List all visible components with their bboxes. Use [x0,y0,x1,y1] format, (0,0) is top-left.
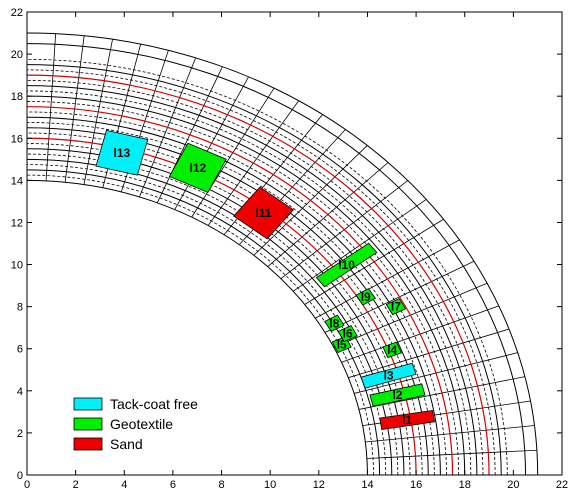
solid-ring [26,169,381,476]
y-tick-label: 4 [17,386,23,398]
zone-l3 [360,362,417,389]
zone-label-l2: l2 [392,388,402,402]
dashed-ring [26,111,447,476]
dashed-ring [26,174,374,476]
solid-ring [26,43,527,476]
dashed-ring [26,69,496,476]
x-tick-label: 20 [507,479,519,491]
zone-l13 [95,129,149,176]
x-tick-label: 18 [459,479,471,491]
solid-ring [26,85,478,476]
red-ring [26,74,490,476]
x-tick-label: 4 [121,479,127,491]
zone-label-l4: l4 [387,343,397,357]
zone-l8 [324,314,345,332]
y-tick-label: 14 [11,175,23,187]
zone-l7 [385,298,407,316]
dashed-ring [26,58,508,476]
red-ring [26,106,454,476]
y-tick-label: 2 [17,428,23,440]
x-tick-label: 6 [170,479,176,491]
zone-l9 [355,288,376,306]
y-tick-label: 8 [17,302,23,314]
dashed-ring [26,101,460,476]
zone-label-l3: l3 [384,369,394,383]
y-tick-label: 20 [11,49,23,61]
legend-label: Geotextile [110,416,173,432]
legend-label: Tack-coat free [110,396,198,412]
zone-l10 [315,242,378,288]
x-tick-label: 12 [313,479,325,491]
zone-l6 [337,325,358,343]
y-tick-label: 22 [11,7,23,19]
y-tick-label: 10 [11,260,23,272]
dashed-ring [26,79,484,476]
legend-swatch [73,437,103,451]
zone-label-l7: l7 [391,300,401,314]
legend: Tack-coat free Geotextile Sand [73,396,198,452]
solid-ring [26,64,502,476]
x-tick-label: 0 [24,479,30,491]
solid-ring [26,179,368,476]
zone-label-l1: l1 [402,413,412,427]
y-tick-label: 16 [11,133,23,145]
zone-l4 [382,341,402,359]
zone-label-l10: l10 [338,258,355,272]
legend-label: Sand [110,436,143,452]
solid-ring [26,95,466,476]
solid-ring [26,32,539,476]
zone-l1 [379,409,436,430]
x-tick-label: 22 [556,479,568,491]
zone-l2 [369,383,426,407]
y-tick-label: 6 [17,344,23,356]
zone-l12 [168,142,227,193]
dashed-ring [26,122,435,476]
axes: 0 2 4 6 8 10 12 14 16 18 20 22 0 2 4 6 8 10 12 14 16 18 20 22 [11,7,568,491]
x-tick-label: 8 [218,479,224,491]
x-tick-label: 2 [73,479,79,491]
legend-swatch [73,417,103,431]
zone-l11 [233,186,295,240]
solid-ring [26,116,441,476]
zone-label-l8: l8 [329,316,339,330]
x-tick-label: 16 [410,479,422,491]
zone-label-l6: l6 [343,327,353,341]
zone-label-l13: l13 [114,146,131,160]
y-tick-label: 18 [11,91,23,103]
mesh-grid [26,32,539,476]
zone-label-l12: l12 [189,161,206,175]
zone-label-l9: l9 [361,290,371,304]
legend-swatch [73,397,103,411]
zone-label-l11: l11 [256,206,272,220]
y-tick-label: 12 [11,217,23,229]
zone-label-l5: l5 [337,338,347,352]
dashed-ring [26,90,472,476]
y-tick-label: 0 [17,470,23,482]
x-tick-label: 14 [361,479,373,491]
plot-frame [26,11,563,476]
x-tick-label: 10 [264,479,276,491]
